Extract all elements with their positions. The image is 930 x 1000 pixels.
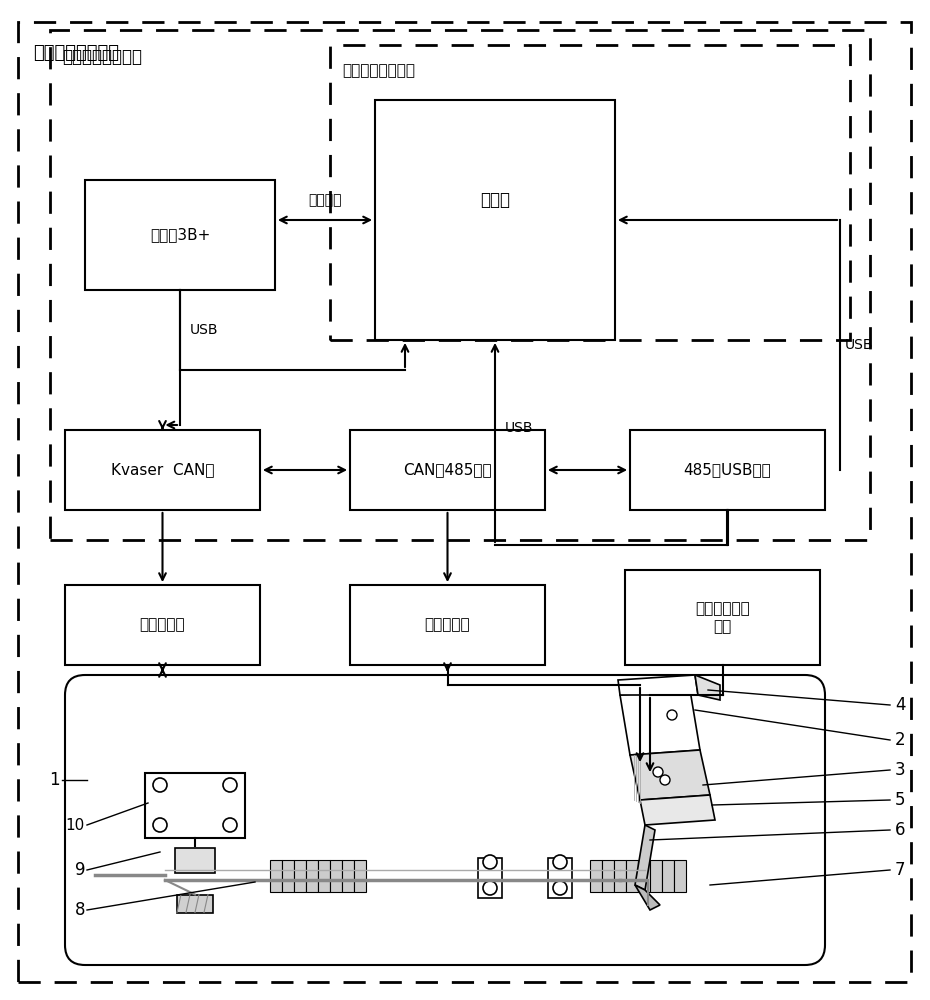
Polygon shape [306, 860, 318, 892]
Text: CAN转485模块: CAN转485模块 [404, 462, 492, 478]
Polygon shape [635, 825, 655, 890]
Text: USB: USB [505, 420, 534, 434]
Polygon shape [640, 795, 715, 825]
Polygon shape [662, 860, 674, 892]
Polygon shape [638, 860, 650, 892]
Polygon shape [282, 860, 294, 892]
Bar [50, 30, 870, 540]
Polygon shape [635, 885, 660, 910]
Polygon shape [626, 860, 638, 892]
Circle shape [153, 778, 167, 792]
Text: 三、硬件在环测试: 三、硬件在环测试 [33, 44, 119, 62]
Bar [177, 894, 213, 912]
Text: 一、模型在环测试: 一、模型在环测试 [342, 63, 415, 78]
Text: 树莓派3B+: 树莓派3B+ [150, 228, 210, 242]
Text: Kvaser  CAN卡: Kvaser CAN卡 [111, 462, 214, 478]
FancyBboxPatch shape [65, 675, 825, 965]
Circle shape [223, 778, 237, 792]
Text: USB: USB [190, 323, 219, 337]
Circle shape [153, 818, 167, 832]
Bar [175, 848, 215, 872]
Circle shape [553, 881, 567, 895]
Text: 7: 7 [895, 861, 906, 879]
Circle shape [483, 855, 497, 869]
Text: 以太网线: 以太网线 [308, 193, 341, 207]
Bar [145, 772, 245, 838]
Text: 6: 6 [895, 821, 906, 839]
Polygon shape [618, 675, 698, 695]
Circle shape [653, 767, 663, 777]
Bar [625, 570, 820, 665]
Polygon shape [270, 860, 282, 892]
Polygon shape [330, 860, 342, 892]
Text: 4: 4 [895, 696, 906, 714]
Text: 上位机: 上位机 [480, 191, 510, 209]
Bar [630, 430, 825, 510]
Bar [65, 430, 260, 510]
Text: USB: USB [845, 338, 873, 352]
Polygon shape [318, 860, 330, 892]
Bar [85, 180, 275, 290]
Text: 1: 1 [49, 771, 60, 789]
Text: 3: 3 [895, 761, 906, 779]
Polygon shape [354, 860, 366, 892]
Text: 电机控制器: 电机控制器 [425, 617, 471, 633]
Polygon shape [602, 860, 614, 892]
Bar [375, 100, 615, 340]
Polygon shape [674, 860, 686, 892]
Bar [548, 858, 572, 898]
Text: 485转USB模块: 485转USB模块 [684, 462, 771, 478]
Bar [65, 585, 260, 665]
Circle shape [553, 855, 567, 869]
Bar [330, 45, 850, 340]
Circle shape [667, 710, 677, 720]
Polygon shape [342, 860, 354, 892]
Text: 二、软件在环测试: 二、软件在环测试 [62, 48, 142, 66]
Bar [478, 858, 502, 898]
Text: 9: 9 [74, 861, 85, 879]
Text: 2: 2 [895, 731, 906, 749]
Bar [350, 430, 545, 510]
Polygon shape [650, 860, 662, 892]
Text: 5: 5 [895, 791, 906, 809]
Polygon shape [620, 690, 700, 755]
Text: 可编程电源: 可编程电源 [140, 617, 185, 633]
Polygon shape [614, 860, 626, 892]
Text: 多功能数据采
集卡: 多功能数据采 集卡 [695, 601, 750, 634]
Text: 8: 8 [74, 901, 85, 919]
Polygon shape [630, 750, 710, 800]
Text: 10: 10 [66, 818, 85, 832]
Circle shape [660, 775, 670, 785]
Bar [350, 585, 545, 665]
Circle shape [223, 818, 237, 832]
Polygon shape [695, 675, 720, 700]
Polygon shape [294, 860, 306, 892]
Polygon shape [590, 860, 602, 892]
Circle shape [483, 881, 497, 895]
